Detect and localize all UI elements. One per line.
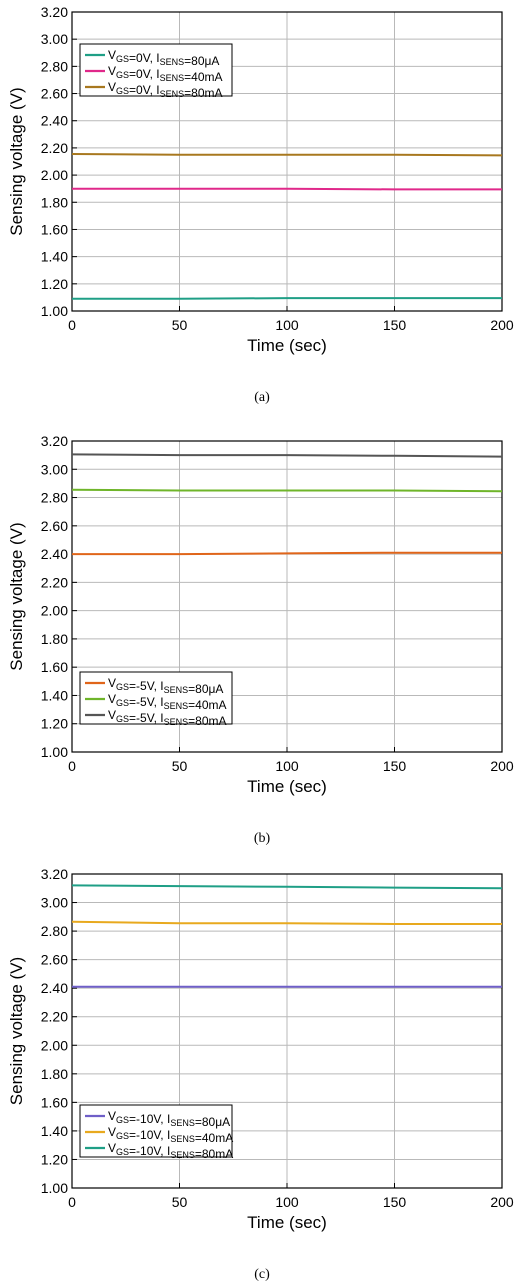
chart-b: 1.00 1.20 1.40 1.60 1.80 2.00 2.20 2.40 2.60 2.80… (7, 433, 514, 846)
y-tick-label: 2.20 (41, 574, 68, 590)
legend-entry: VGS=0V, ISENS=80μA (108, 48, 219, 68)
y-tick-label: 2.60 (41, 952, 68, 968)
y-tick-label: 2.00 (41, 1037, 68, 1053)
y-tick-label: 3.20 (41, 4, 68, 20)
y-tick-label: 3.00 (41, 895, 68, 911)
x-tick-label: 150 (383, 317, 407, 333)
x-tick-label: 150 (383, 758, 407, 774)
legend-entry: VGS=-5V, ISENS=40mA (108, 692, 227, 712)
x-tick-label: 150 (383, 1194, 407, 1210)
x-tick-label: 100 (275, 758, 299, 774)
y-tick-label: 1.60 (41, 1094, 68, 1110)
y-tick-label: 2.00 (41, 167, 68, 183)
series-line-2 (71, 153, 503, 157)
legend-entry: VGS=-10V, ISENS=40mA (108, 1125, 233, 1145)
panel-caption: (a) (254, 390, 270, 405)
x-axis-label: Time (sec) (247, 1213, 327, 1232)
y-tick-label: 1.40 (41, 249, 68, 265)
y-tick-label: 1.80 (41, 194, 68, 210)
y-tick-label: 3.00 (41, 31, 68, 47)
series-line-1 (71, 488, 503, 493)
y-tick-label: 2.80 (41, 490, 68, 506)
panel-caption: (c) (254, 1267, 270, 1282)
y-tick-label: 2.60 (41, 86, 68, 102)
x-tick-label: 50 (172, 758, 188, 774)
y-axis-label: Sensing voltage (V) (7, 957, 26, 1105)
y-tick-label: 1.00 (41, 1180, 68, 1196)
y-tick-label: 1.40 (41, 687, 68, 703)
legend-entry: VGS=-5V, ISENS=80μA (108, 676, 223, 696)
x-tick-label: 0 (68, 1194, 76, 1210)
legend-entry: VGS=0V, ISENS=80mA (108, 80, 223, 100)
y-tick-label: 1.20 (41, 716, 68, 732)
series-line-1 (71, 920, 502, 925)
y-tick-label: 1.40 (41, 1123, 68, 1139)
legend-entry: VGS=-10V, ISENS=80mA (108, 1141, 233, 1161)
series-line-0 (72, 297, 502, 300)
legend-box (79, 43, 233, 97)
legend-box (79, 1104, 233, 1158)
y-tick-label: 2.20 (41, 1009, 68, 1025)
legend-box (79, 671, 233, 725)
y-tick-label: 2.40 (41, 980, 68, 996)
x-tick-label: 200 (490, 1194, 514, 1210)
series-line-2 (71, 453, 503, 458)
y-tick-label: 2.40 (41, 546, 68, 562)
y-tick-label: 3.00 (41, 461, 68, 477)
x-tick-label: 0 (68, 317, 76, 333)
y-tick-label: 3.20 (41, 866, 68, 882)
series-line-2 (71, 884, 503, 890)
legend-entry: VGS=-5V, ISENS=80mA (108, 708, 227, 728)
legend-entry: VGS=0V, ISENS=40mA (108, 64, 223, 84)
y-tick-label: 1.60 (41, 221, 68, 237)
y-tick-label: 1.20 (41, 276, 68, 292)
y-tick-label: 2.80 (41, 923, 68, 939)
y-tick-label: 2.00 (41, 603, 68, 619)
y-axis-label: Sensing voltage (V) (7, 87, 26, 235)
y-axis-label: Sensing voltage (V) (7, 522, 26, 670)
y-tick-label: 1.80 (41, 1066, 68, 1082)
chart-c: 1.00 1.20 1.40 1.60 1.80 2.00 2.20 2.40 2.60 2.80… (7, 866, 514, 1282)
x-axis-label: Time (sec) (247, 777, 327, 796)
x-tick-label: 100 (275, 1194, 299, 1210)
x-tick-label: 200 (490, 758, 514, 774)
y-tick-label: 2.40 (41, 113, 68, 129)
x-tick-label: 0 (68, 758, 76, 774)
y-tick-label: 3.20 (41, 433, 68, 449)
series-line-1 (72, 187, 502, 191)
y-tick-label: 2.20 (41, 140, 68, 156)
legend-entry: VGS=-10V, ISENS=80μA (108, 1109, 230, 1129)
x-tick-label: 50 (172, 317, 188, 333)
x-tick-label: 200 (490, 317, 514, 333)
y-tick-label: 1.00 (41, 303, 68, 319)
x-tick-label: 100 (275, 317, 299, 333)
y-tick-label: 2.60 (41, 518, 68, 534)
panel-caption: (b) (254, 831, 271, 846)
y-tick-label: 1.60 (41, 659, 68, 675)
y-tick-label: 1.80 (41, 631, 68, 647)
y-tick-label: 1.00 (41, 744, 68, 760)
series-line-0 (72, 551, 502, 556)
chart-a: 1.00 1.20 1.40 1.60 1.80 2.00 2.20 2.40 2.60 2.80… (7, 4, 514, 405)
y-tick-label: 1.20 (41, 1151, 68, 1167)
x-axis-label: Time (sec) (247, 336, 327, 355)
y-tick-label: 2.80 (41, 58, 68, 74)
x-tick-label: 50 (172, 1194, 188, 1210)
